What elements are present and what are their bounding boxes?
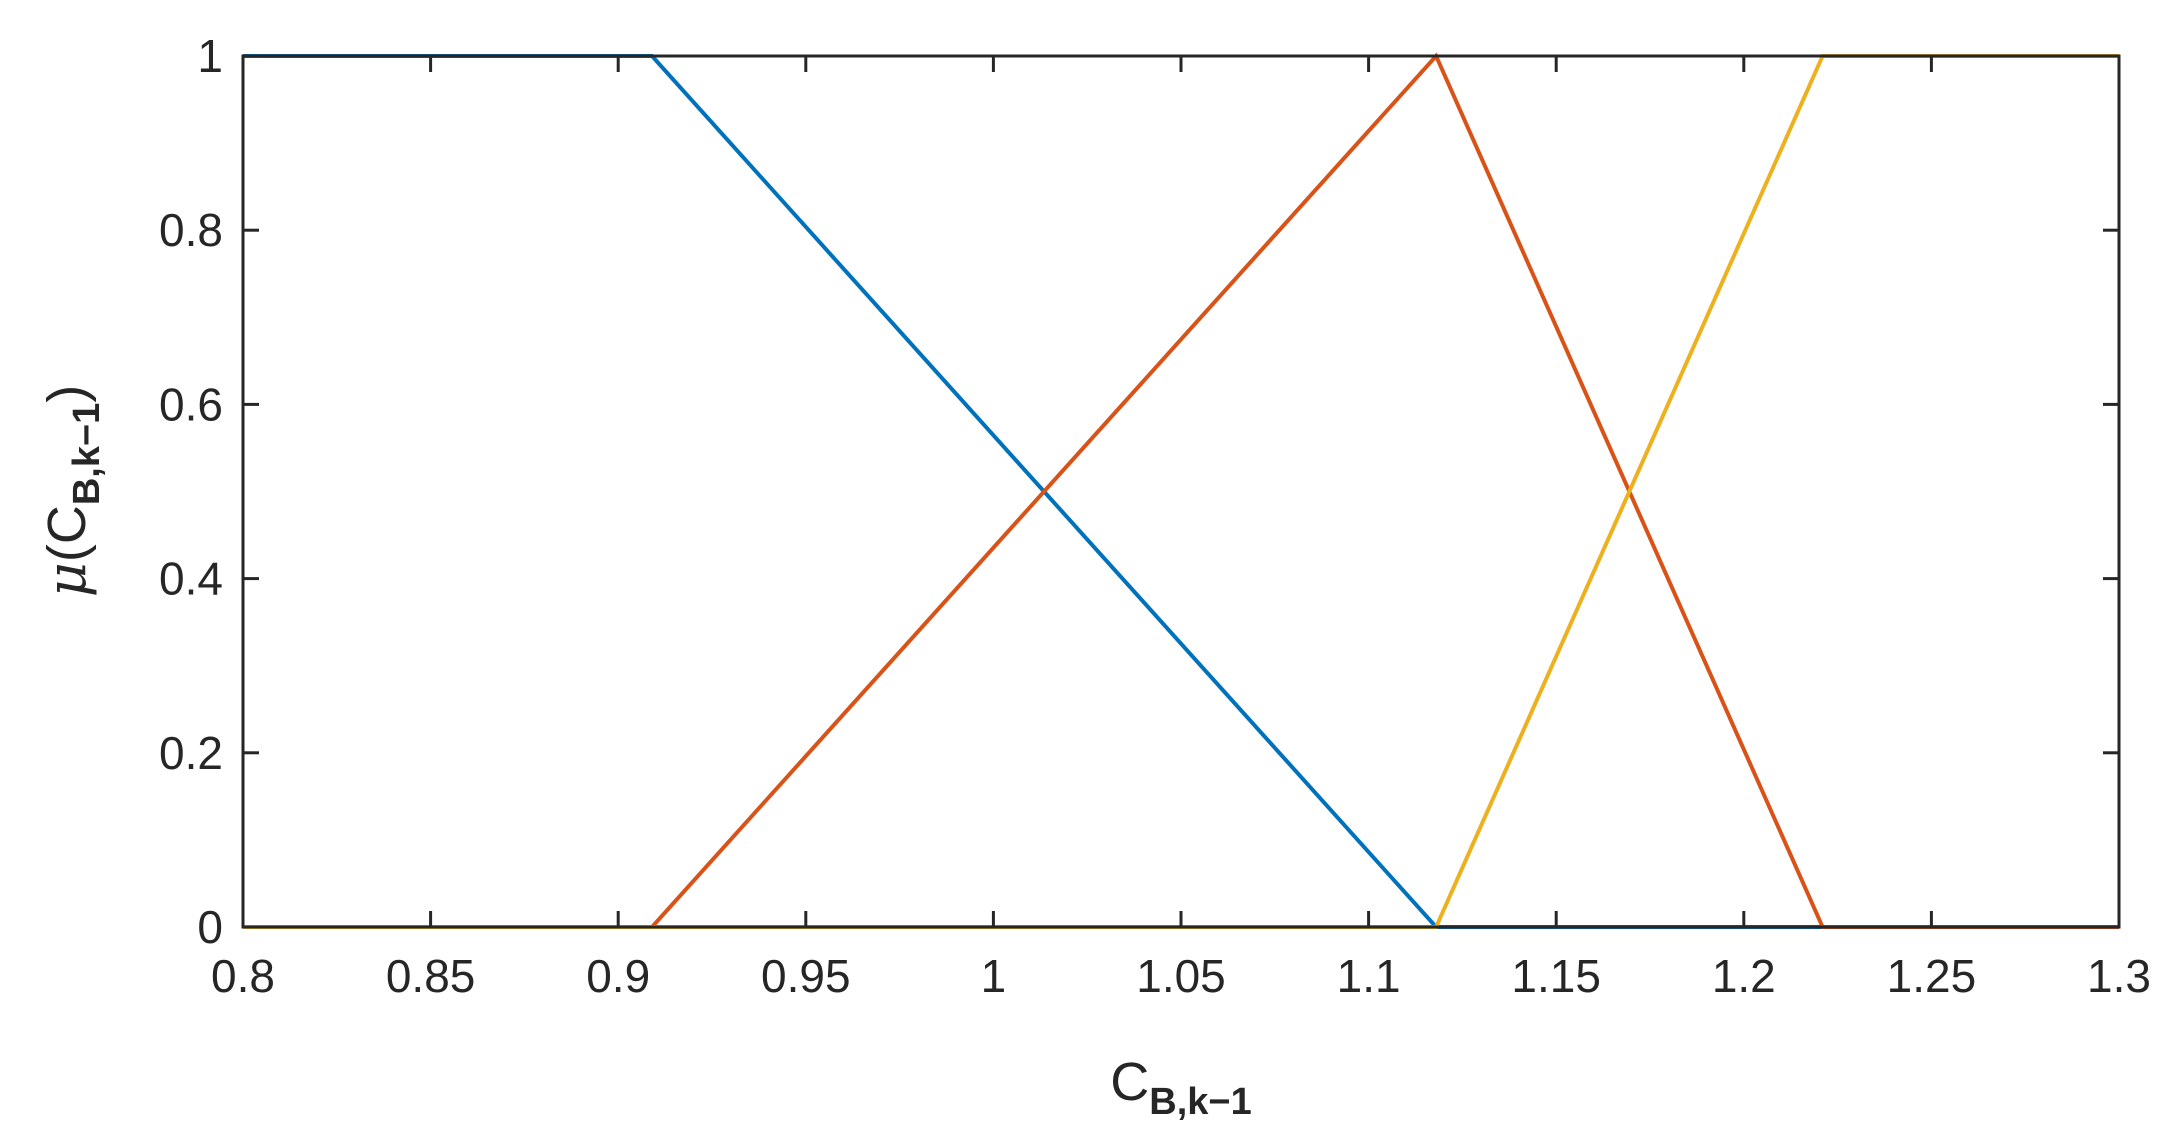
x-tick-label: 1.25 <box>1887 950 1977 1002</box>
x-tick-label: 0.8 <box>211 950 275 1002</box>
series-layer <box>243 52 2119 929</box>
y-axis-label-mu: μ <box>35 562 98 597</box>
y-axis-label-main: C <box>37 505 97 544</box>
x-tick-label: 1.2 <box>1712 950 1776 1002</box>
x-tick-label: 1 <box>981 950 1007 1002</box>
x-tick-label: 0.9 <box>586 950 650 1002</box>
y-tick-label: 0 <box>197 901 223 953</box>
y-tick-label: 1 <box>197 30 223 82</box>
x-axis-label: CB,k−1 <box>1110 1052 1251 1123</box>
y-tick-label: 0.8 <box>159 204 223 256</box>
series-line-2 <box>243 52 2119 929</box>
y-axis-label-close-paren: ) <box>37 385 97 403</box>
tick-labels-layer: 0.8 0.85 0.9 0.95 1 1.05 1.1 1.15 1.2 1.25 1.3 0 0.2… <box>159 30 2151 1002</box>
y-axis-label-subscript: B,k−1 <box>66 403 108 505</box>
y-axis-label-open-paren: ( <box>37 544 97 562</box>
series-line-1 <box>243 54 2119 929</box>
x-axis-label-subscript: B,k−1 <box>1149 1081 1251 1123</box>
y-tick-label: 0.4 <box>159 553 223 605</box>
y-tick-label: 0.6 <box>159 378 223 430</box>
series-line-3 <box>243 54 2119 929</box>
x-tick-label: 1.05 <box>1136 950 1226 1002</box>
x-tick-label: 1.1 <box>1337 950 1401 1002</box>
plot-area-box <box>241 54 2121 929</box>
x-tick-label: 0.95 <box>761 950 851 1002</box>
y-tick-label: 0.2 <box>159 727 223 779</box>
y-axis-label: μ(CB,k−1) <box>35 385 108 598</box>
x-tick-label: 0.85 <box>386 950 476 1002</box>
x-tick-label: 1.3 <box>2087 950 2151 1002</box>
ticks-layer <box>241 54 2121 929</box>
x-tick-label: 1.15 <box>1511 950 1601 1002</box>
x-axis-label-main: C <box>1110 1052 1149 1112</box>
